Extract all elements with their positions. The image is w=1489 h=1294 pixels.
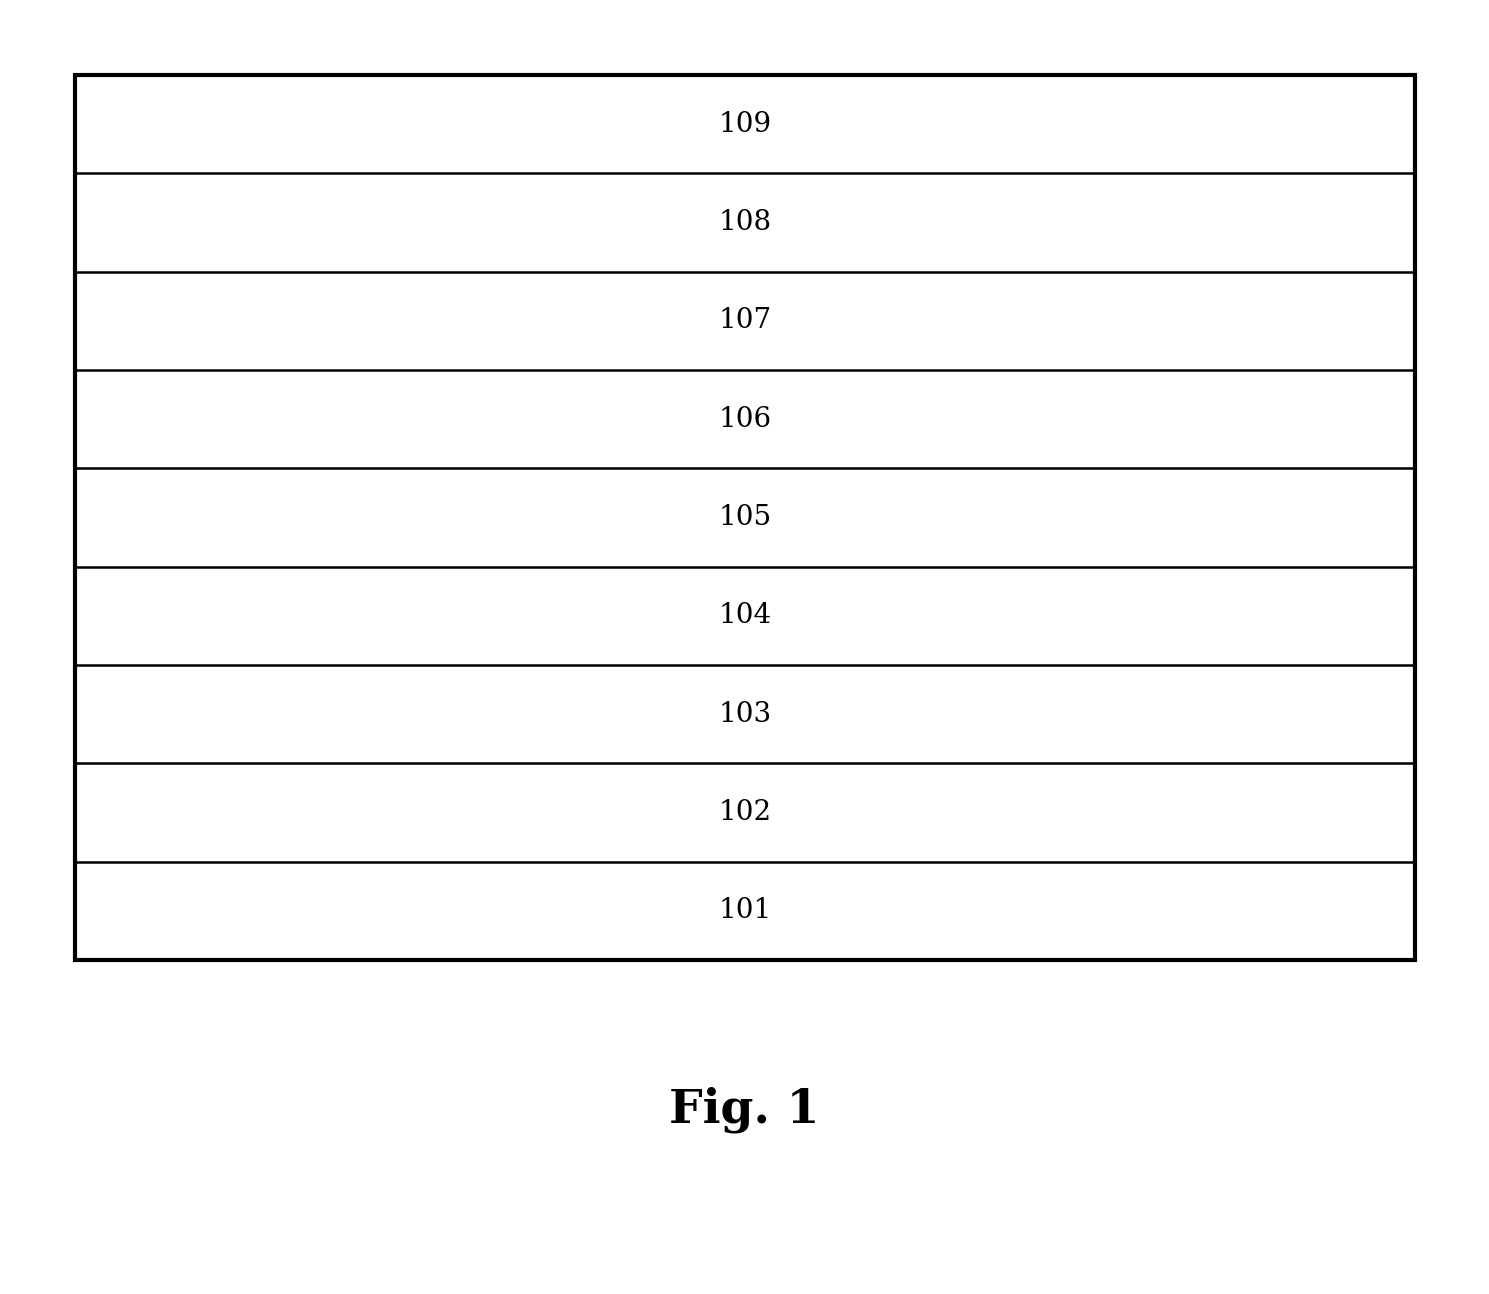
Bar <box>74 75 1415 960</box>
Text: 103: 103 <box>718 700 771 727</box>
Text: 104: 104 <box>718 602 771 629</box>
Text: 105: 105 <box>718 503 771 531</box>
Text: 108: 108 <box>718 210 771 236</box>
Text: 102: 102 <box>718 798 771 826</box>
Text: 101: 101 <box>718 897 771 924</box>
Text: 106: 106 <box>718 405 771 432</box>
Text: Fig. 1: Fig. 1 <box>669 1087 820 1134</box>
Text: 107: 107 <box>718 308 771 334</box>
Text: 109: 109 <box>718 111 771 137</box>
